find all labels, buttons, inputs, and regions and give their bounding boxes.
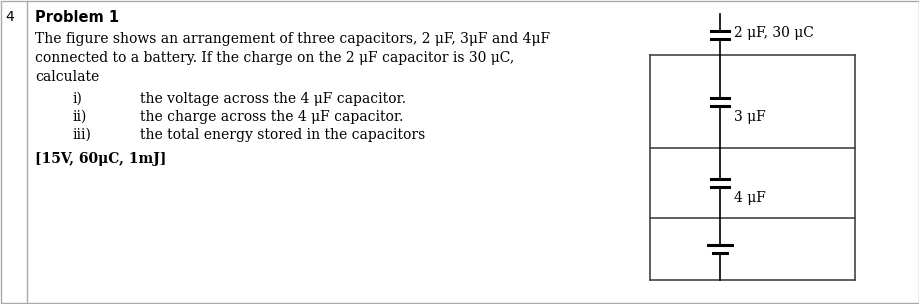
Text: [15V, 60μC, 1mJ]: [15V, 60μC, 1mJ]	[35, 152, 166, 166]
Text: connected to a battery. If the charge on the 2 μF capacitor is 30 μC,: connected to a battery. If the charge on…	[35, 51, 514, 65]
Text: the charge across the 4 μF capacitor.: the charge across the 4 μF capacitor.	[140, 110, 403, 124]
Text: Problem 1: Problem 1	[35, 10, 119, 25]
Text: 3 μF: 3 μF	[733, 109, 765, 123]
Text: the total energy stored in the capacitors: the total energy stored in the capacitor…	[140, 128, 425, 142]
Text: ii): ii)	[72, 110, 86, 124]
Text: 2 μF, 30 μC: 2 μF, 30 μC	[733, 26, 813, 40]
Text: The figure shows an arrangement of three capacitors, 2 μF, 3μF and 4μF: The figure shows an arrangement of three…	[35, 32, 550, 46]
Text: i): i)	[72, 92, 82, 106]
Text: 4: 4	[5, 10, 14, 24]
Text: iii): iii)	[72, 128, 91, 142]
Text: calculate: calculate	[35, 70, 99, 84]
Text: the voltage across the 4 μF capacitor.: the voltage across the 4 μF capacitor.	[140, 92, 405, 106]
Text: 4 μF: 4 μF	[733, 191, 765, 205]
